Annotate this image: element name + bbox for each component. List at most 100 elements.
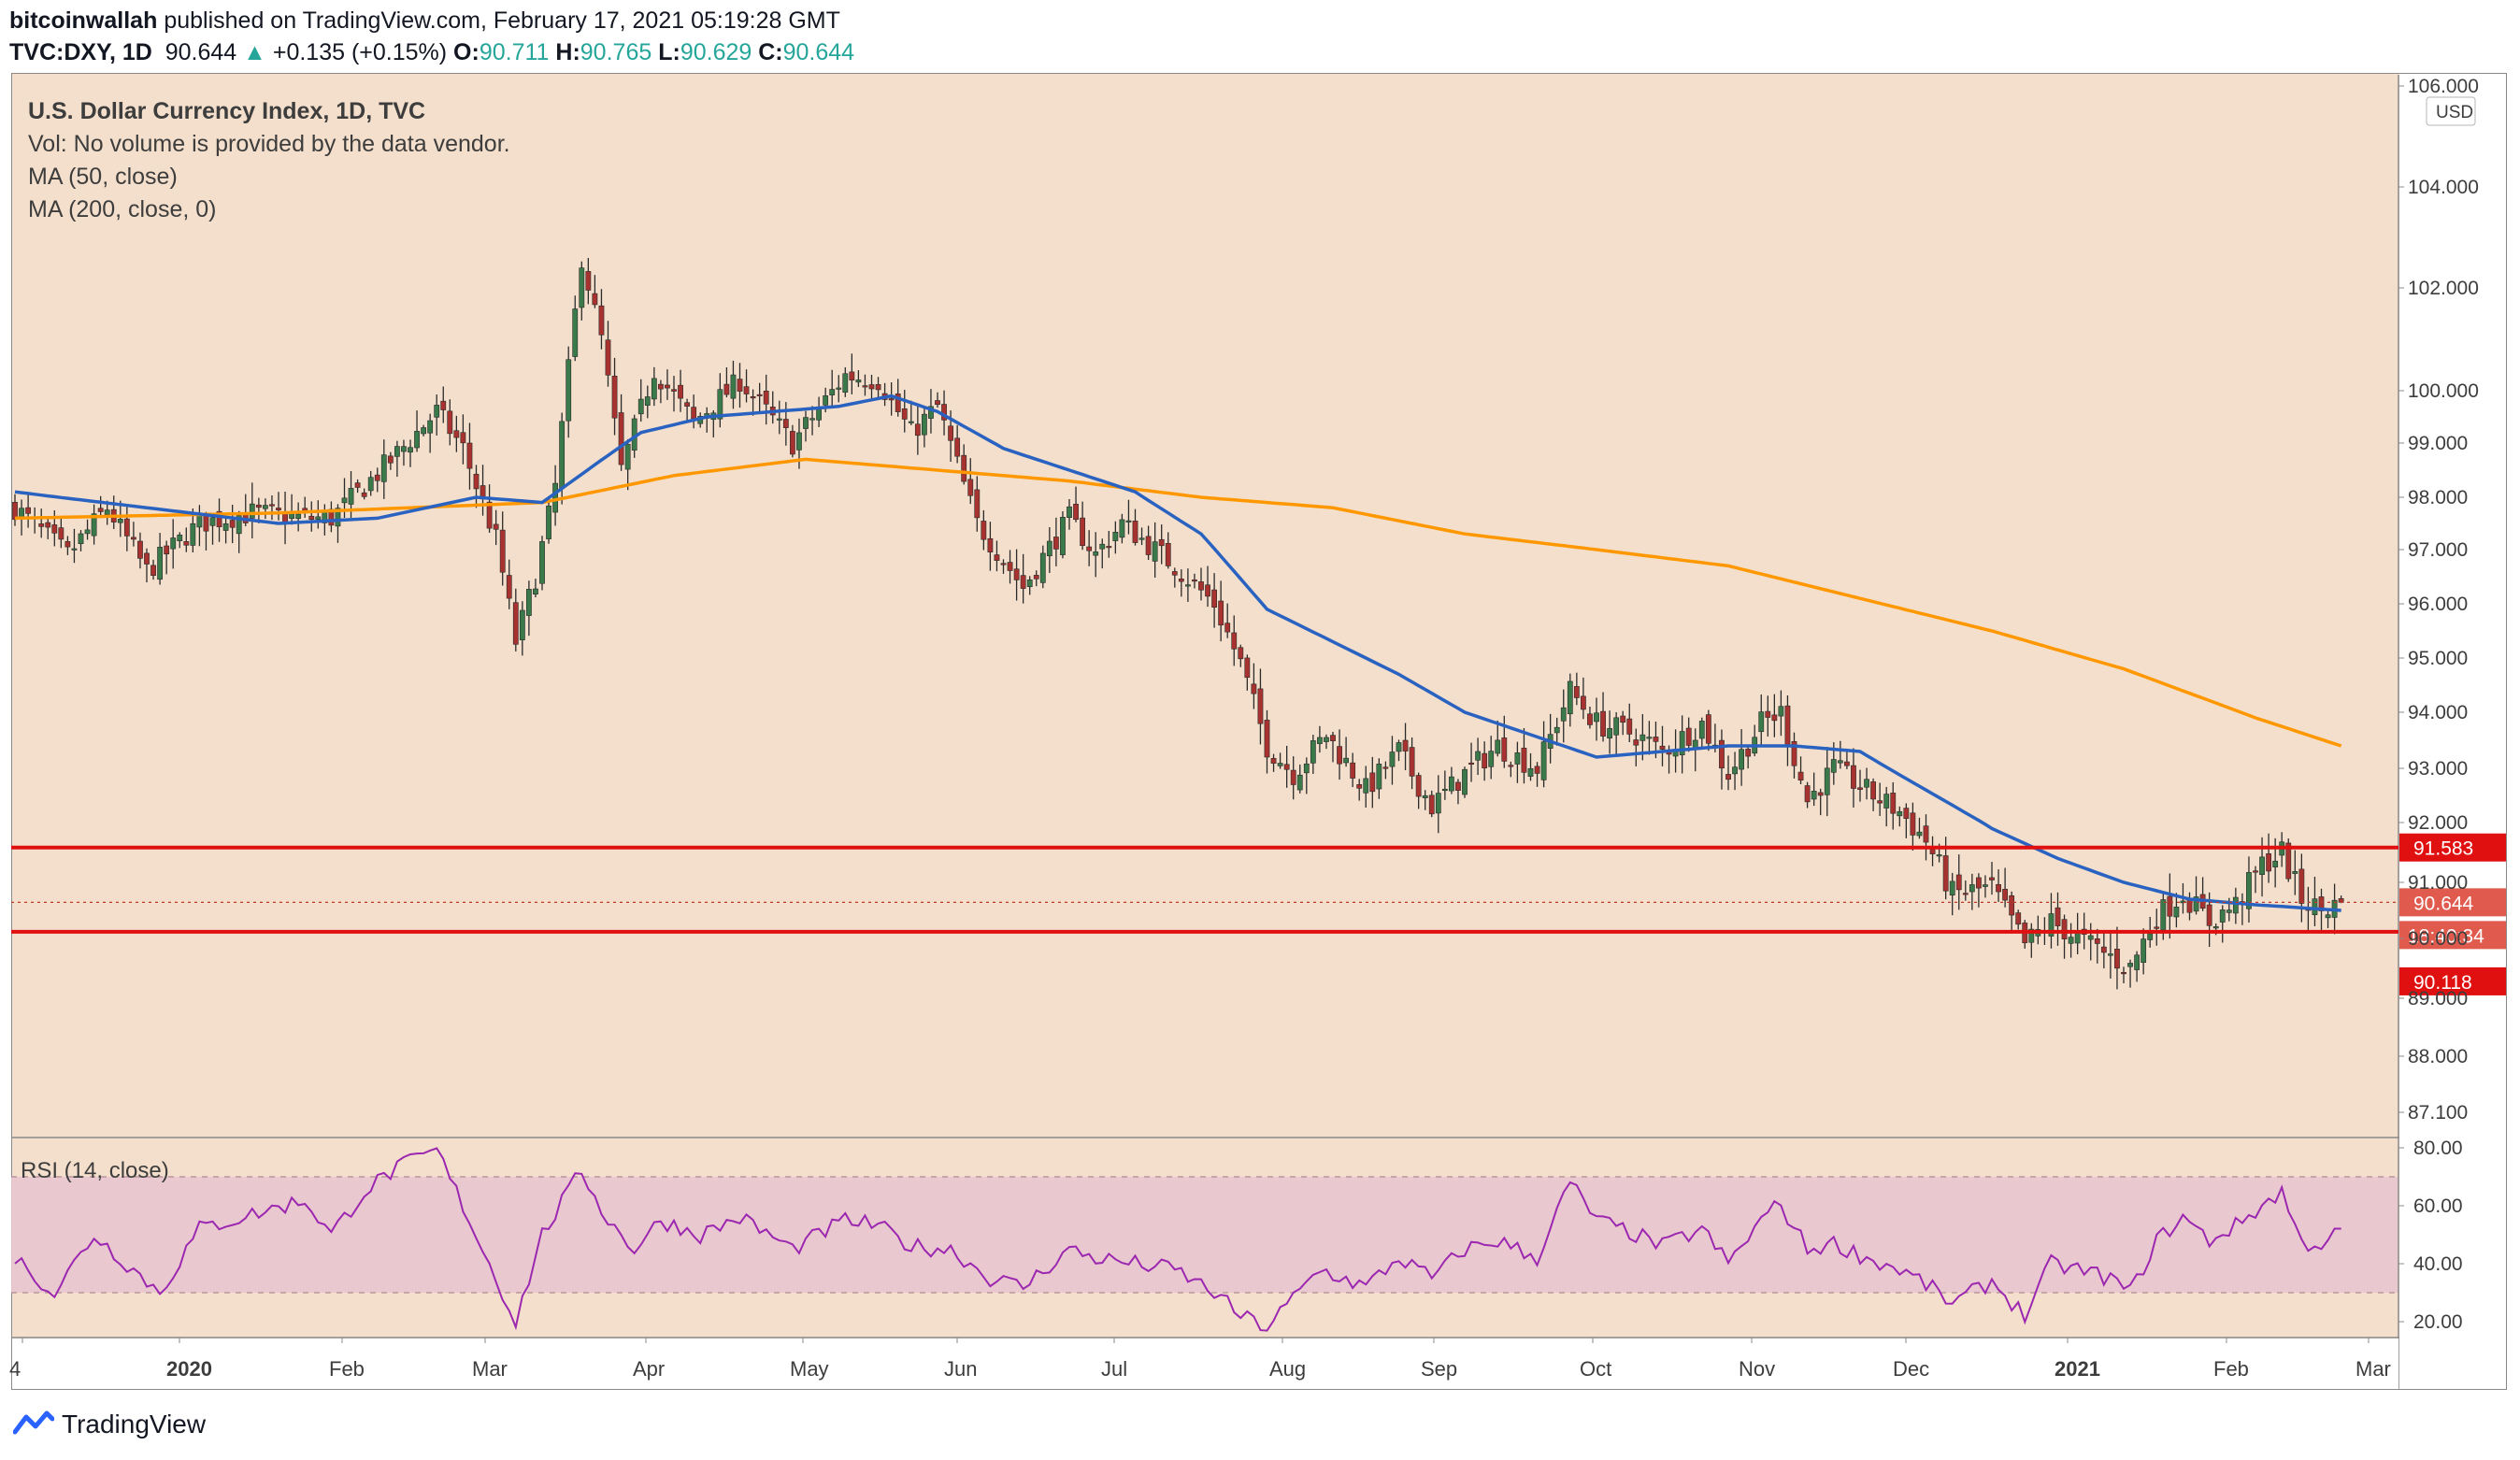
candle [2061,914,2068,959]
candle [2048,893,2055,949]
candle-body [1106,546,1112,549]
candle-body [935,400,940,406]
candle-body [71,548,78,551]
candle [1462,766,1468,798]
candle-body [2193,896,2199,912]
candle [2002,867,2008,908]
candle-body [763,390,769,405]
candle-body [2147,933,2154,940]
rsi-band [11,1177,2398,1293]
candle-body [1369,772,1376,793]
candle [914,406,921,455]
candle-body [2266,852,2271,872]
candle-body [387,455,394,464]
candle [1211,573,1217,628]
candle-body [895,394,901,412]
candle [1567,673,1573,727]
candle-body [842,373,849,393]
candle-body [1238,647,1244,660]
candle [1864,767,1869,800]
candle-body [1192,580,1197,582]
candle [440,386,447,423]
price-tick-label: 91.000 [2408,872,2468,894]
price-tick-label: 88.000 [2408,1046,2468,1067]
candle [1646,721,1653,755]
candle-body [295,513,302,520]
candle [2232,887,2239,924]
candle [137,532,143,569]
candle [1152,522,1158,578]
candle-body [354,482,361,488]
rsi-line [14,1147,2341,1332]
candle [954,424,961,464]
candle [888,382,895,416]
candle [1976,873,1982,908]
candle [249,482,255,538]
candle [974,476,981,532]
candle [1547,713,1554,764]
candle-body [1039,552,1046,583]
candle-body [1158,538,1165,547]
candle [665,369,670,400]
candle [1086,530,1093,566]
candle-body [671,389,677,392]
candle [117,500,123,537]
candle [1521,727,1527,784]
chart-frame[interactable] [11,73,2507,1390]
candle [981,509,987,551]
candle [961,444,967,485]
candle-body [1053,537,1059,550]
candle-body [1310,740,1316,764]
candle [730,360,737,409]
candle-body [315,516,322,520]
candle [71,528,78,564]
candle [1929,836,1936,866]
candle-body [1778,706,1784,717]
candle [1231,615,1238,666]
high-value: 90.765 [580,39,652,65]
candle [2055,892,2061,946]
candle [1363,766,1369,809]
candle [2298,853,2305,923]
candle [624,438,631,491]
candle-body [1942,855,1949,892]
candle [908,400,914,425]
candle [1685,717,1692,752]
candle [2240,893,2245,925]
candle [1099,538,1106,569]
candle-body [1382,766,1389,769]
candle-body [1270,758,1277,764]
candle-body [855,379,862,383]
candle [737,363,743,408]
time-tick-label: Aug [1269,1357,1306,1381]
candle [1389,736,1396,785]
candle [25,492,31,528]
candle [855,370,862,387]
candle-body [1080,517,1085,547]
open-value: 90.711 [479,39,550,65]
candle [1138,527,1145,546]
author-name[interactable]: bitcoinwallah [9,7,158,34]
symbol-label[interactable]: TVC:DXY, 1D [9,39,152,65]
tradingview-logo-icon [12,1410,55,1442]
change-value: +0.135 (+0.15%) [272,39,448,65]
candle-body [849,371,855,381]
candle-body [1277,763,1283,766]
candle [1626,703,1633,742]
candle [1093,532,1099,578]
candle [262,498,268,519]
tradingview-footer[interactable]: TradingView [12,1410,206,1442]
time-tick-label: Feb [2213,1357,2249,1381]
candle-body [1646,737,1653,739]
candle-body [1508,765,1514,767]
candle [1534,762,1540,787]
candle [1594,697,1599,741]
candle [2087,923,2094,961]
candle [374,467,380,493]
candle-body [427,420,434,434]
candle [1238,644,1244,667]
candle-body [1396,742,1402,752]
candle [1587,706,1593,729]
price-tick-label: 100.000 [2408,380,2479,402]
